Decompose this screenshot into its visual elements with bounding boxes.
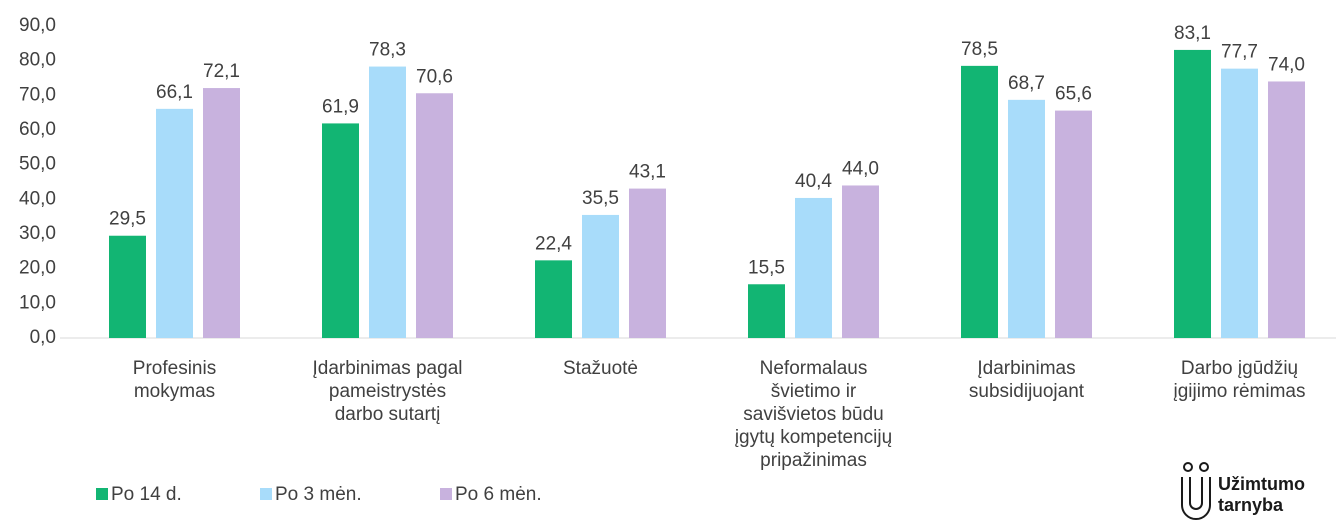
- value-label: 40,4: [795, 171, 832, 192]
- bar: [1055, 110, 1092, 338]
- x-tick-label: įgijimo rėmimas: [1174, 381, 1306, 402]
- legend-swatch: [440, 488, 452, 500]
- bar: [1268, 81, 1305, 338]
- x-tick-label: įgytų kompetencijų: [735, 427, 892, 448]
- value-label: 70,6: [416, 66, 453, 87]
- y-tick-label: 50,0: [19, 154, 56, 175]
- logo-text: tarnyba: [1218, 495, 1284, 515]
- value-label: 61,9: [322, 96, 359, 117]
- x-tick-label: savišvietos būdu: [743, 404, 883, 425]
- bar: [748, 284, 785, 338]
- x-tick-label: pripažinimas: [760, 450, 867, 471]
- value-label: 29,5: [109, 209, 146, 230]
- bar: [1221, 68, 1258, 338]
- bar: [156, 108, 193, 338]
- bar: [961, 65, 998, 338]
- logo-icon: [1181, 462, 1211, 520]
- value-label: 65,6: [1055, 84, 1092, 105]
- bar: [322, 123, 359, 338]
- x-tick-label: Profesinis: [133, 358, 216, 379]
- value-label: 15,5: [748, 257, 785, 278]
- y-tick-label: 60,0: [19, 119, 56, 140]
- legend-swatch: [96, 488, 108, 500]
- value-label: 22,4: [535, 233, 572, 254]
- x-tick-label: pameistrystės: [329, 381, 446, 402]
- bar: [582, 214, 619, 338]
- y-tick-label: 30,0: [19, 223, 56, 244]
- y-tick-label: 70,0: [19, 84, 56, 105]
- y-tick-label: 40,0: [19, 188, 56, 209]
- value-label: 35,5: [582, 188, 619, 209]
- value-label: 83,1: [1174, 23, 1211, 44]
- value-label: 78,3: [369, 40, 406, 61]
- legend-label: Po 14 d.: [111, 484, 182, 505]
- bar: [535, 260, 572, 338]
- bar: [109, 235, 146, 338]
- value-label: 68,7: [1008, 73, 1045, 94]
- legend-swatch: [260, 488, 272, 500]
- y-tick-label: 10,0: [19, 292, 56, 313]
- bar: [369, 66, 406, 338]
- value-label: 44,0: [842, 158, 879, 179]
- bar: [1008, 99, 1045, 338]
- bar: [795, 197, 832, 338]
- value-label: 72,1: [203, 61, 240, 82]
- bar: [203, 88, 240, 338]
- bar: [416, 93, 453, 339]
- logo-text: Užimtumo: [1218, 474, 1305, 494]
- value-label: 78,5: [961, 39, 998, 60]
- value-label: 77,7: [1221, 42, 1258, 63]
- legend-label: Po 3 mėn.: [275, 484, 362, 505]
- x-tick-label: švietimo ir: [771, 381, 857, 402]
- value-label: 43,1: [629, 162, 666, 183]
- x-tick-label: Neformalaus: [760, 358, 868, 379]
- x-tick-label: Įdarbinimas pagal: [313, 358, 463, 379]
- bar: [842, 185, 879, 338]
- bar: [1174, 49, 1211, 339]
- x-tick-label: Įdarbinimas: [977, 358, 1075, 379]
- x-tick-label: Darbo įgūdžių: [1181, 358, 1298, 379]
- y-tick-label: 80,0: [19, 50, 56, 71]
- x-tick-label: Stažuotė: [563, 358, 638, 379]
- bar: [629, 188, 666, 338]
- value-label: 74,0: [1268, 54, 1305, 75]
- y-tick-label: 90,0: [19, 15, 56, 36]
- y-tick-label: 0,0: [30, 327, 56, 348]
- legend-label: Po 6 mėn.: [455, 484, 542, 505]
- y-tick-label: 20,0: [19, 258, 56, 279]
- x-tick-label: mokymas: [134, 381, 215, 402]
- x-tick-label: subsidijuojant: [969, 381, 1085, 402]
- value-label: 66,1: [156, 82, 193, 103]
- x-tick-label: darbo sutartį: [335, 404, 441, 425]
